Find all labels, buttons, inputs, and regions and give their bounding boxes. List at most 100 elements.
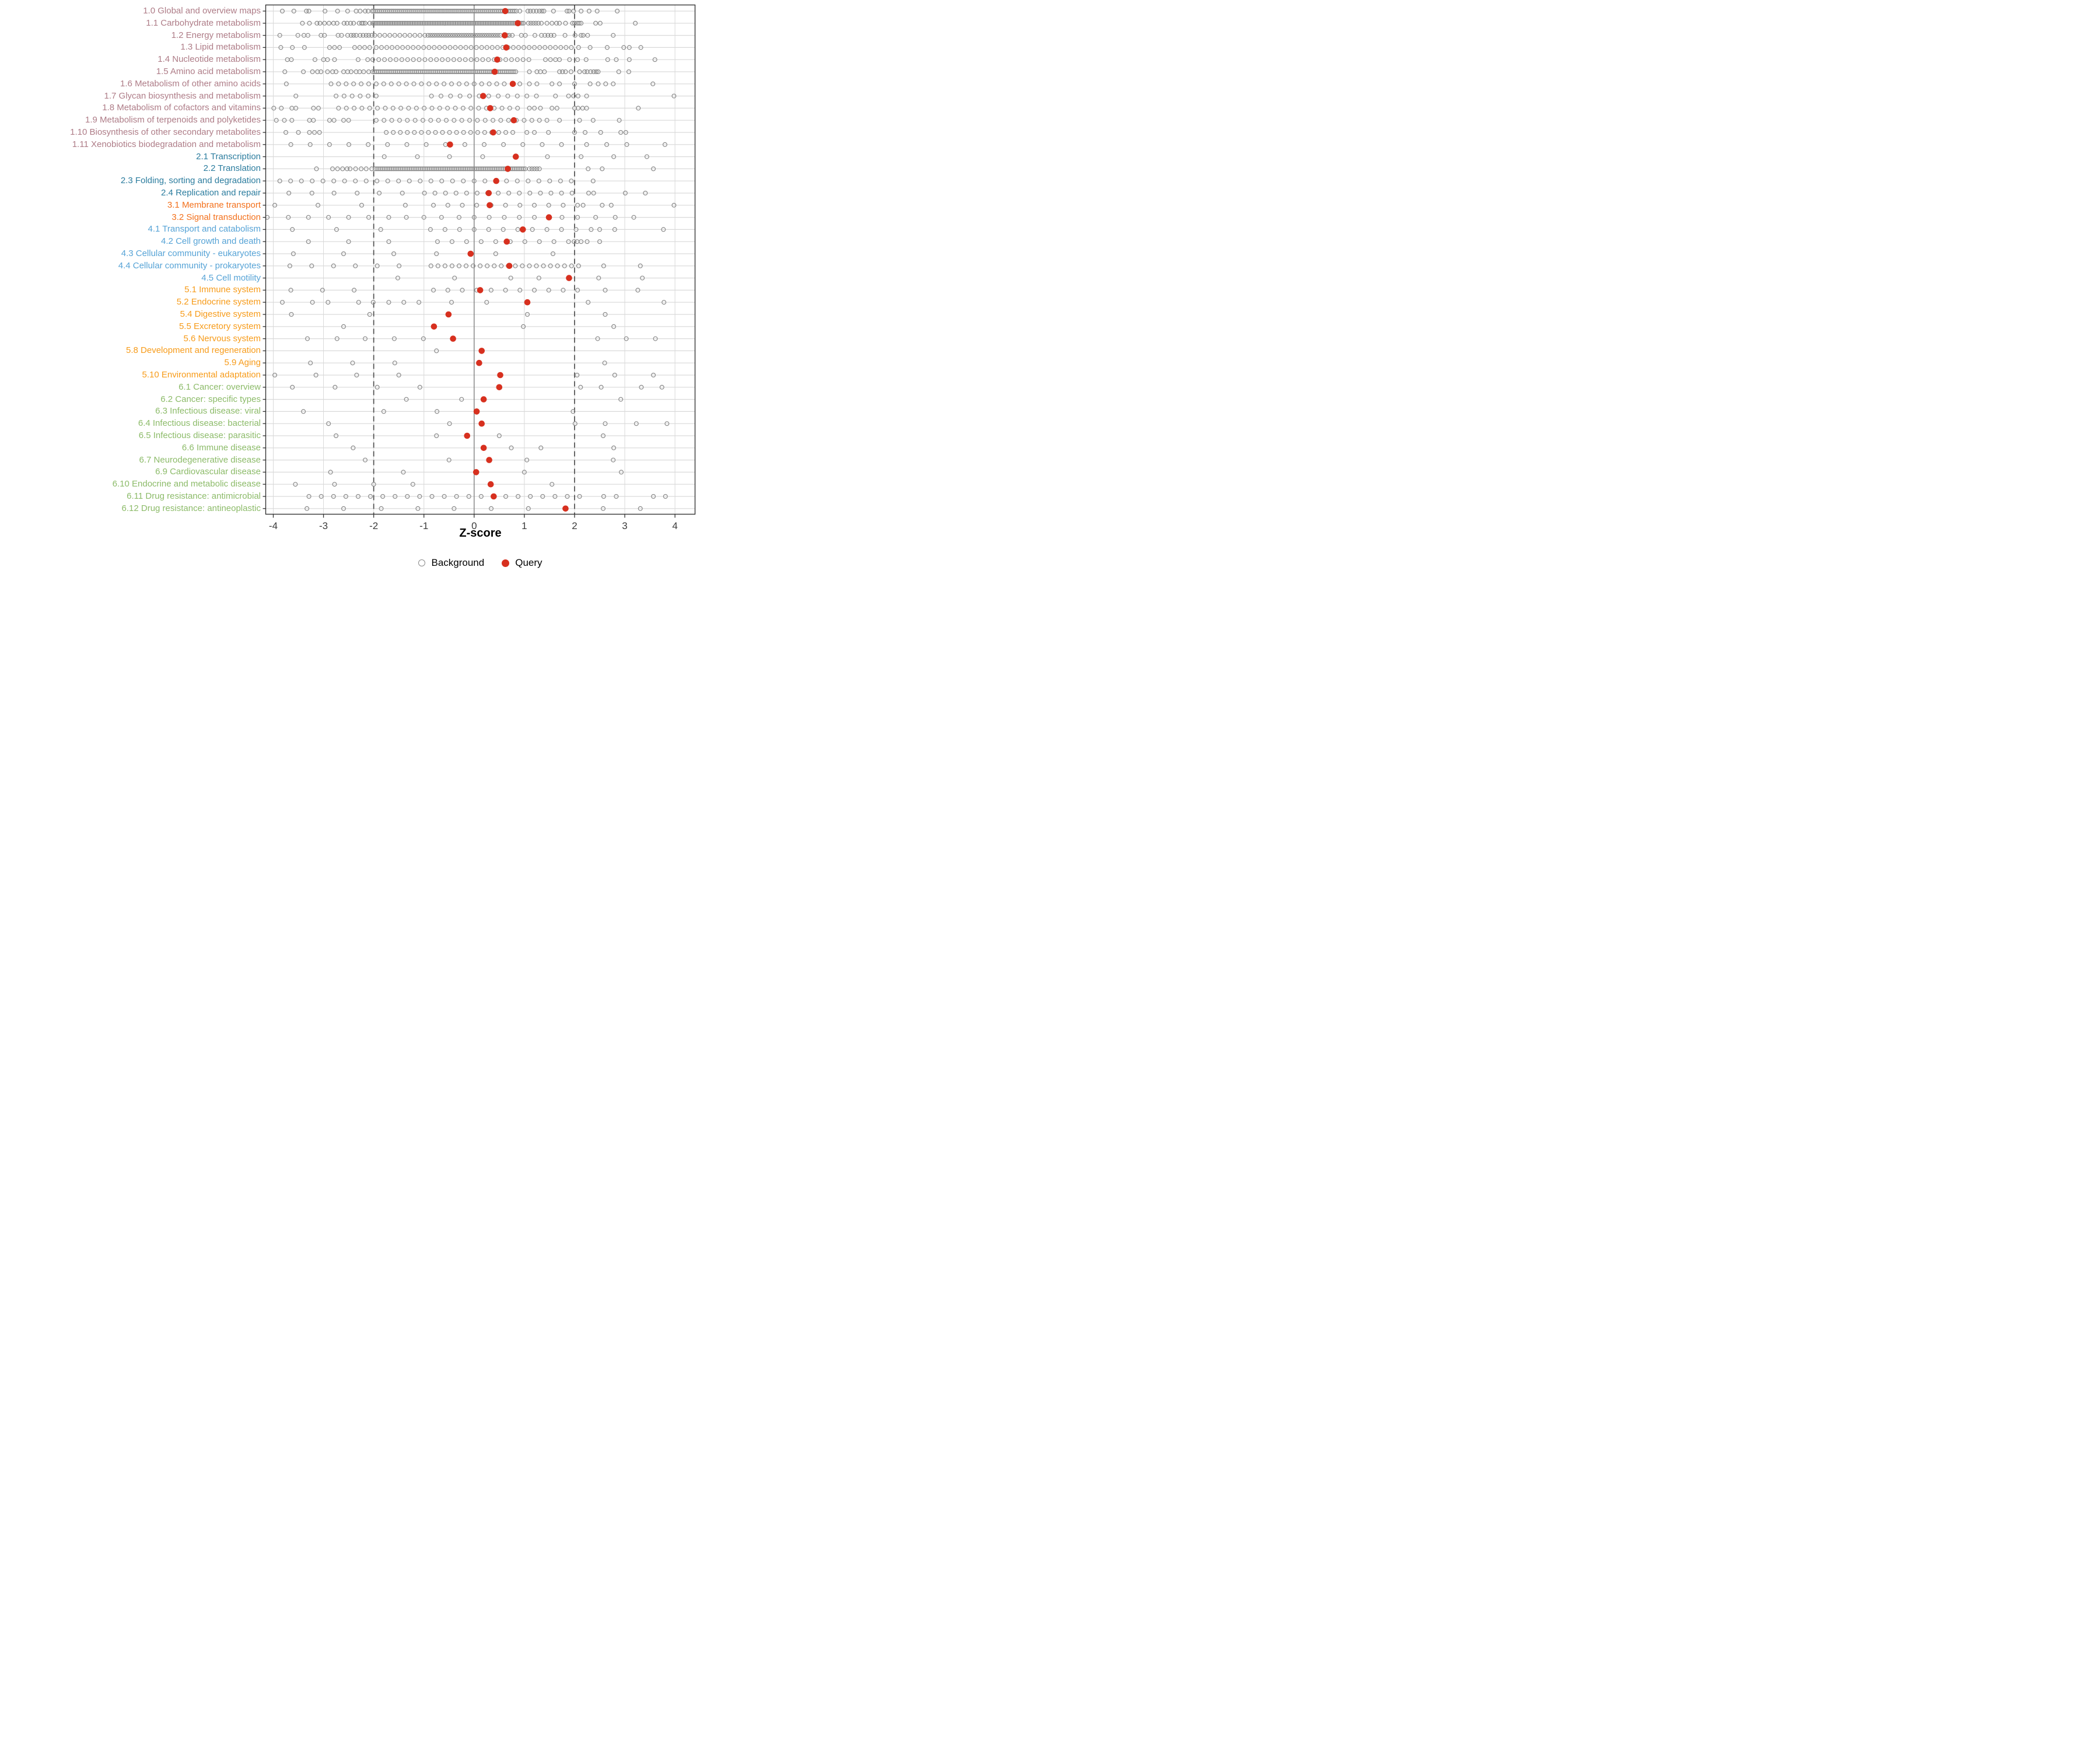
background-point <box>510 130 516 135</box>
background-point <box>393 57 398 62</box>
background-point <box>421 336 426 341</box>
background-point <box>359 166 364 172</box>
background-point <box>367 20 372 26</box>
background-point <box>590 118 596 123</box>
background-point <box>557 69 562 74</box>
background-point <box>374 178 380 184</box>
background-point <box>478 494 484 499</box>
background-point <box>563 69 568 74</box>
background-point <box>671 202 677 208</box>
background-point <box>514 9 519 14</box>
background-point <box>488 20 493 26</box>
background-point <box>425 166 430 172</box>
background-point <box>586 191 592 196</box>
background-point <box>456 215 461 220</box>
background-point <box>453 106 458 111</box>
background-point <box>586 9 592 14</box>
background-point <box>491 118 496 123</box>
background-point <box>571 93 576 99</box>
background-point <box>498 118 503 123</box>
background-point <box>532 33 537 38</box>
background-point <box>478 239 484 244</box>
background-point <box>362 45 368 50</box>
background-point <box>306 239 311 244</box>
background-point <box>345 9 350 14</box>
query-point <box>430 323 438 330</box>
background-point <box>652 57 657 62</box>
background-point <box>619 470 624 475</box>
background-point <box>553 45 558 50</box>
background-point <box>326 215 331 220</box>
query-point <box>477 287 484 293</box>
background-point <box>446 33 451 38</box>
background-point <box>328 81 334 86</box>
background-point <box>419 130 424 135</box>
query-point <box>494 56 501 63</box>
background-point <box>398 106 404 111</box>
background-point <box>554 106 559 111</box>
background-point <box>363 20 368 26</box>
background-point <box>452 275 457 281</box>
background-point <box>354 372 359 377</box>
background-point <box>468 166 474 172</box>
background-point <box>503 57 509 62</box>
background-point <box>415 154 420 159</box>
background-point <box>538 191 543 196</box>
background-point <box>361 69 366 74</box>
background-point <box>482 130 487 135</box>
background-point <box>385 166 390 172</box>
background-point <box>623 130 628 135</box>
background-point <box>573 227 579 232</box>
background-point <box>456 81 461 86</box>
y-axis-label: 2.3 Folding, sorting and degradation <box>120 176 261 186</box>
background-point <box>334 69 339 74</box>
background-point <box>428 33 433 38</box>
background-point <box>366 33 372 38</box>
background-point <box>447 45 453 50</box>
y-axis-label: 5.4 Digestive system <box>180 309 261 319</box>
background-point <box>493 239 498 244</box>
background-point <box>493 33 498 38</box>
background-point <box>586 166 591 172</box>
background-point <box>480 33 485 38</box>
background-point <box>395 275 400 281</box>
background-point <box>443 20 448 26</box>
background-point <box>445 106 450 111</box>
background-point <box>516 45 521 50</box>
background-point <box>417 33 422 38</box>
background-point <box>511 69 516 74</box>
background-point <box>442 20 447 26</box>
query-point <box>487 481 494 488</box>
background-point <box>428 263 433 268</box>
background-point <box>382 33 387 38</box>
background-point <box>358 9 363 14</box>
background-point <box>272 372 278 377</box>
background-point <box>562 33 568 38</box>
query-point <box>473 469 480 475</box>
background-point <box>462 142 467 147</box>
background-point <box>374 384 380 390</box>
background-point <box>557 20 562 26</box>
background-point <box>477 33 482 38</box>
background-point <box>597 227 602 232</box>
background-point <box>605 57 610 62</box>
background-point <box>344 81 349 86</box>
background-point <box>575 288 580 293</box>
background-point <box>415 20 420 26</box>
background-point <box>524 93 530 99</box>
background-point <box>569 191 575 196</box>
background-point <box>483 20 488 26</box>
background-point <box>363 336 368 341</box>
background-point <box>353 178 358 184</box>
background-point <box>304 506 310 511</box>
background-point <box>387 33 393 38</box>
background-point <box>464 81 469 86</box>
background-point <box>611 324 617 329</box>
background-point <box>382 118 387 123</box>
background-point <box>583 130 588 135</box>
background-point <box>414 166 419 172</box>
background-point <box>392 360 397 366</box>
background-point <box>499 166 505 172</box>
background-point <box>475 33 480 38</box>
background-point <box>327 118 332 123</box>
